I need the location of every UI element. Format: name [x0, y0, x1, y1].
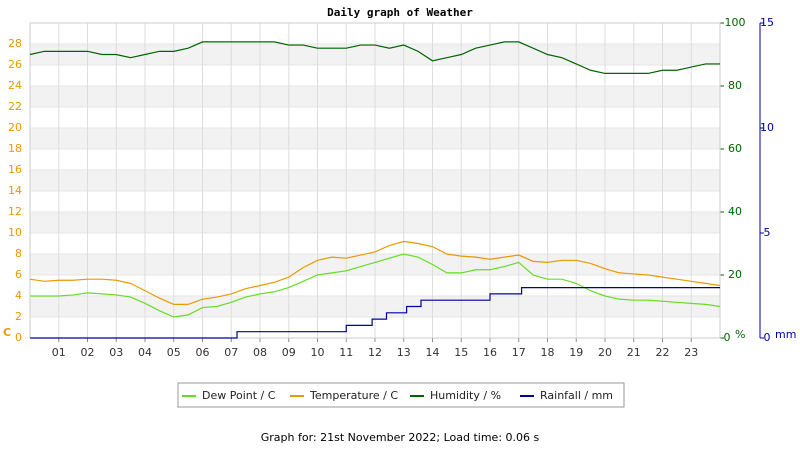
x-tick-label: 21 [627, 346, 641, 359]
legend-label: Humidity / % [430, 389, 501, 402]
legend-label: Rainfall / mm [540, 389, 613, 402]
y-tick-label: 28 [8, 37, 22, 50]
x-tick-label: 08 [253, 346, 267, 359]
legend-label: Dew Point / C [202, 389, 276, 402]
y-tick-label: 6 [15, 268, 22, 281]
x-tick-label: 14 [426, 346, 440, 359]
y-tick-label: 0 [15, 331, 22, 344]
x-tick-label: 18 [541, 346, 555, 359]
x-tick-label: 23 [684, 346, 698, 359]
x-tick-label: 11 [339, 346, 353, 359]
y-tick-label: 26 [8, 58, 22, 71]
x-tick-label: 01 [52, 346, 66, 359]
x-tick-label: 12 [368, 346, 382, 359]
x-tick-label: 09 [282, 346, 296, 359]
x-tick-label: 15 [454, 346, 468, 359]
x-tick-label: 10 [311, 346, 325, 359]
y3-tick-label: 15 [760, 16, 774, 29]
series-line [29, 41, 720, 75]
y3-tick-label: 10 [760, 121, 774, 134]
legend: Dew Point / C Temperature / C Humidity / %… [177, 382, 625, 408]
series-line [30, 287, 720, 339]
x-tick-label: 16 [483, 346, 497, 359]
y-unit: C [3, 326, 11, 339]
grid [30, 23, 720, 339]
y-tick-label: 22 [8, 100, 22, 113]
y2-tick-label: 80 [728, 79, 742, 92]
y-tick-label: 18 [8, 142, 22, 155]
x-tick-label: 22 [656, 346, 670, 359]
y3-tick-label: 5 [764, 226, 771, 239]
y-tick-label: 4 [15, 289, 22, 302]
x-tick-label: 03 [109, 346, 123, 359]
series-line [29, 240, 721, 305]
y3-unit: mm [775, 328, 796, 341]
x-tick-label: 02 [81, 346, 95, 359]
footer: Graph for: 21st November 2022; Load time… [261, 431, 540, 444]
x-tick-label: 07 [224, 346, 238, 359]
legend-label: Temperature / C [309, 389, 398, 402]
y-tick-label: 10 [8, 226, 22, 239]
y2-tick-label: 0 [724, 331, 731, 344]
x-tick-label: 19 [569, 346, 583, 359]
y2-unit: % [735, 328, 745, 341]
chart-title: Daily graph of Weather [327, 6, 473, 19]
legend-box [177, 382, 625, 408]
x-tick-label: 13 [397, 346, 411, 359]
y-tick-label: 8 [15, 247, 22, 260]
plot-frame [29, 22, 721, 339]
x-tick-label: 06 [196, 346, 210, 359]
y-tick-label: 14 [8, 184, 22, 197]
y2-tick-label: 60 [728, 142, 742, 155]
series-line [30, 253, 721, 318]
y-tick-label: 12 [8, 205, 22, 218]
y2-tick-label: 100 [725, 16, 746, 29]
y3-tick-label: 0 [764, 331, 771, 344]
x-tick-label: 05 [167, 346, 181, 359]
y-tick-label: 2 [15, 310, 22, 323]
y-tick-label: 20 [8, 121, 22, 134]
x-tick-label: 20 [598, 346, 612, 359]
y-tick-label: 24 [8, 79, 22, 92]
y2-tick-label: 40 [728, 205, 742, 218]
y-tick-label: 16 [8, 163, 22, 176]
x-tick-label: 17 [512, 346, 526, 359]
y2-tick-label: 20 [728, 268, 742, 281]
x-tick-label: 04 [138, 346, 152, 359]
